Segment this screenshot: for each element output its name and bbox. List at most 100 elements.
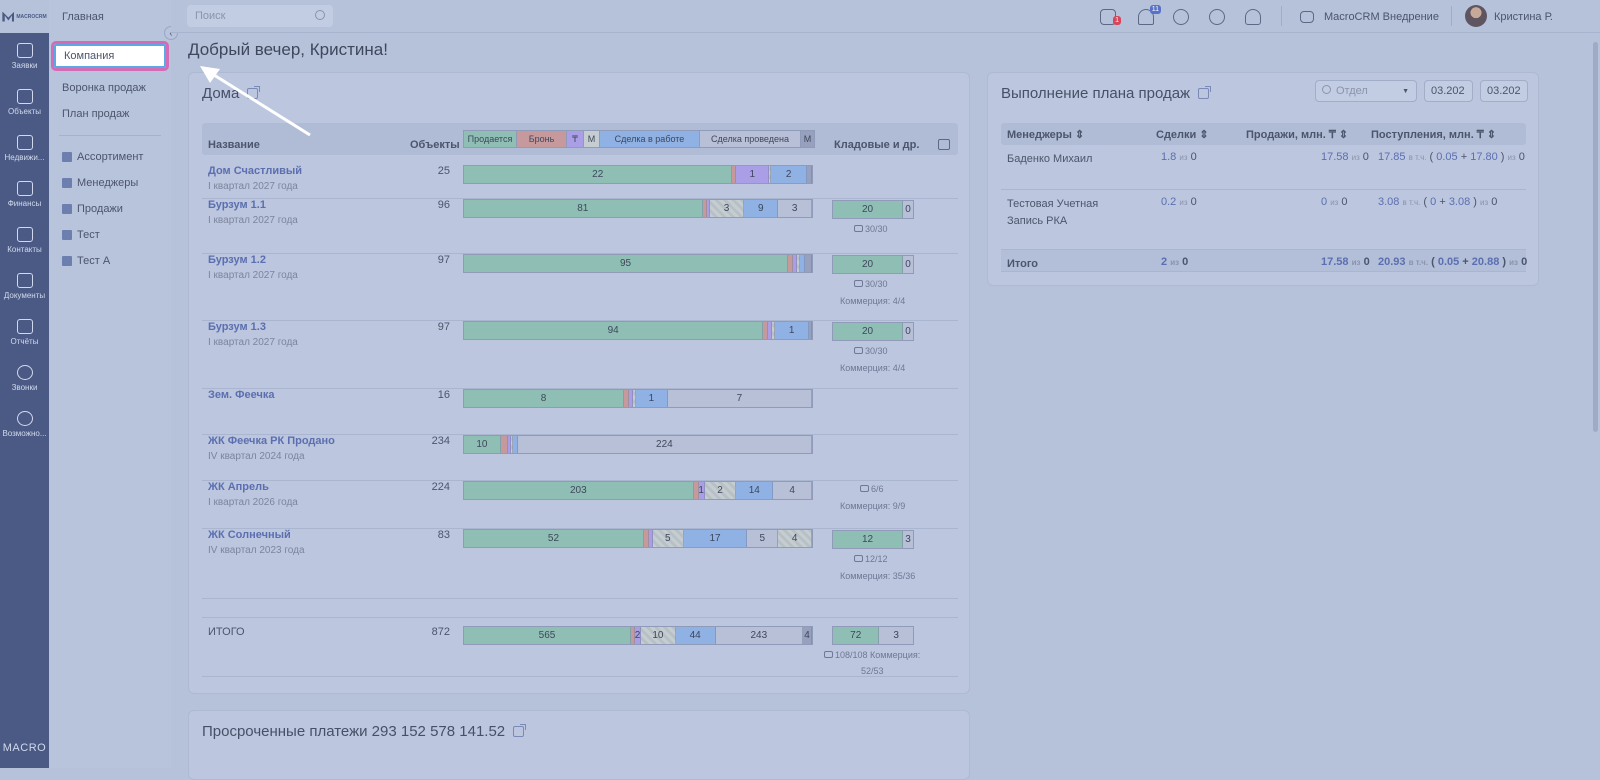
rail-item-calls[interactable]: Звонки bbox=[0, 355, 49, 401]
col-deals[interactable]: Сделки ⇕ bbox=[1156, 129, 1209, 141]
bar-segment[interactable]: 1 bbox=[775, 322, 810, 339]
storage-free[interactable]: 12 bbox=[833, 531, 904, 548]
legend-booked[interactable]: Бронь bbox=[517, 131, 567, 147]
storage-sold[interactable]: 0 bbox=[903, 323, 913, 340]
bar-segment[interactable]: 44 bbox=[675, 627, 716, 644]
bar-segment[interactable]: 10 bbox=[464, 436, 501, 453]
bar-segment[interactable] bbox=[648, 530, 653, 547]
bar-segment[interactable] bbox=[702, 200, 707, 217]
bar-segment[interactable]: 52 bbox=[464, 530, 644, 547]
bar-segment[interactable]: 17 bbox=[683, 530, 748, 547]
bar-segment[interactable]: 3 bbox=[709, 200, 745, 217]
bar-segment[interactable] bbox=[693, 482, 699, 499]
legend-tenge[interactable]: ₸ bbox=[567, 131, 584, 147]
legend-selling[interactable]: Продается bbox=[464, 131, 517, 147]
house-name-link[interactable]: Дом Счастливый bbox=[208, 165, 303, 177]
bar-segment[interactable] bbox=[788, 255, 794, 272]
bar-segment[interactable]: 2 bbox=[635, 627, 641, 644]
bar-segment[interactable] bbox=[797, 255, 801, 272]
bar-segment[interactable] bbox=[643, 530, 649, 547]
legend-m2[interactable]: М bbox=[801, 131, 814, 147]
manager-name[interactable]: Баденко Михаил bbox=[1007, 153, 1093, 165]
calendar-icon[interactable]: 1 bbox=[1100, 9, 1121, 25]
external-link-icon[interactable] bbox=[513, 724, 527, 737]
bar-segment[interactable] bbox=[800, 255, 806, 272]
bar-segment[interactable]: 1 bbox=[698, 482, 705, 499]
bar-segment[interactable]: 5 bbox=[652, 530, 684, 547]
app-logo[interactable]: MACROCRM bbox=[0, 0, 49, 33]
bar-segment[interactable] bbox=[807, 166, 812, 183]
manager-name[interactable]: Тестовая Учетная Запись РКА bbox=[1007, 198, 1099, 227]
bar-segment[interactable] bbox=[763, 322, 769, 339]
bar-segment[interactable]: 14 bbox=[736, 482, 774, 499]
storage-free[interactable]: 72 bbox=[833, 627, 880, 644]
external-link-icon[interactable] bbox=[1198, 86, 1212, 99]
rail-item-documents[interactable]: Документы bbox=[0, 263, 49, 309]
bar-segment[interactable]: 3 bbox=[778, 200, 812, 217]
bar-segment[interactable]: 203 bbox=[464, 482, 694, 499]
house-name-link[interactable]: Бурзум 1.3 bbox=[208, 321, 266, 333]
users-icon[interactable] bbox=[1245, 9, 1261, 25]
house-name-link[interactable]: ЖК Феечка РК Продано bbox=[208, 435, 335, 447]
report-item-sales[interactable]: Продажи bbox=[49, 196, 171, 222]
bar-segment[interactable] bbox=[500, 436, 508, 453]
bar-segment[interactable] bbox=[768, 322, 773, 339]
report-item-test-a[interactable]: Тест А bbox=[49, 248, 171, 274]
avatar[interactable] bbox=[1465, 5, 1487, 27]
bar-segment[interactable]: 224 bbox=[517, 436, 812, 453]
col-storage[interactable]: Кладовые и др. bbox=[834, 139, 920, 151]
bar-segment[interactable] bbox=[793, 255, 798, 272]
rail-item-finance[interactable]: Финансы bbox=[0, 171, 49, 217]
bar-segment[interactable]: 10 bbox=[640, 627, 676, 644]
date-from-input[interactable]: 03.202 bbox=[1424, 80, 1473, 102]
settings-columns-icon[interactable] bbox=[938, 139, 950, 150]
bar-segment[interactable] bbox=[706, 200, 710, 217]
rail-item-reports[interactable]: Отчёты bbox=[0, 309, 49, 355]
house-name-link[interactable]: ЖК Апрель bbox=[208, 481, 269, 493]
bar-segment[interactable]: 1 bbox=[736, 166, 770, 183]
col-objects[interactable]: Объекты bbox=[410, 139, 460, 151]
bar-segment[interactable] bbox=[510, 436, 513, 453]
bar-segment[interactable]: 81 bbox=[464, 200, 703, 217]
bar-segment[interactable] bbox=[809, 322, 812, 339]
storage-sold[interactable]: 0 bbox=[903, 201, 913, 218]
col-managers[interactable]: Менеджеры ⇕ bbox=[1007, 129, 1085, 141]
bar-segment[interactable] bbox=[507, 436, 511, 453]
bar-segment[interactable] bbox=[631, 627, 636, 644]
house-name-link[interactable]: ЖК Солнечный bbox=[208, 529, 291, 541]
col-sales[interactable]: Продажи, млн. ₸ ⇕ bbox=[1246, 129, 1349, 141]
search-input[interactable]: Поиск bbox=[187, 5, 333, 27]
bar-segment[interactable]: 95 bbox=[464, 255, 789, 272]
bar-segment[interactable] bbox=[805, 255, 812, 272]
storage-free[interactable]: 20 bbox=[833, 256, 904, 273]
report-item-test[interactable]: Тест bbox=[49, 222, 171, 248]
bar-segment[interactable] bbox=[772, 322, 776, 339]
bar-segment[interactable]: 243 bbox=[715, 627, 804, 644]
storage-sold[interactable]: 3 bbox=[903, 531, 913, 548]
house-name-link[interactable]: Зем. Феечка bbox=[208, 389, 275, 401]
sub-nav-item-funnel[interactable]: Воронка продаж bbox=[62, 82, 146, 94]
info-icon[interactable] bbox=[1209, 9, 1225, 25]
bar-segment[interactable] bbox=[512, 436, 518, 453]
report-item-managers[interactable]: Менеджеры bbox=[49, 170, 171, 196]
rail-item-objects[interactable]: Объекты bbox=[0, 79, 49, 125]
page-scrollbar[interactable] bbox=[1593, 42, 1598, 432]
project-name[interactable]: MacroCRM Внедрение bbox=[1324, 11, 1439, 23]
department-filter[interactable]: Отдел ▼ bbox=[1315, 80, 1417, 102]
bar-segment[interactable]: 4 bbox=[773, 482, 812, 499]
house-name-link[interactable]: Бурзум 1.2 bbox=[208, 254, 266, 266]
rail-item-contacts[interactable]: Контакты bbox=[0, 217, 49, 263]
bar-segment[interactable]: 565 bbox=[464, 627, 632, 644]
storage-sold[interactable]: 3 bbox=[879, 627, 913, 644]
bar-segment[interactable] bbox=[732, 166, 737, 183]
bar-segment[interactable]: 9 bbox=[744, 200, 779, 217]
legend-m[interactable]: М bbox=[584, 131, 600, 147]
bar-segment[interactable]: 4 bbox=[803, 627, 812, 644]
col-income[interactable]: Поступления, млн. ₸ ⇕ bbox=[1371, 129, 1497, 141]
bar-segment[interactable]: 7 bbox=[667, 390, 812, 407]
bar-segment[interactable] bbox=[633, 390, 637, 407]
bar-segment[interactable]: 1 bbox=[636, 390, 668, 407]
storage-free[interactable]: 20 bbox=[833, 201, 904, 218]
bar-segment[interactable]: 8 bbox=[464, 390, 625, 407]
report-item-assortment[interactable]: Ассортимент bbox=[49, 144, 171, 170]
